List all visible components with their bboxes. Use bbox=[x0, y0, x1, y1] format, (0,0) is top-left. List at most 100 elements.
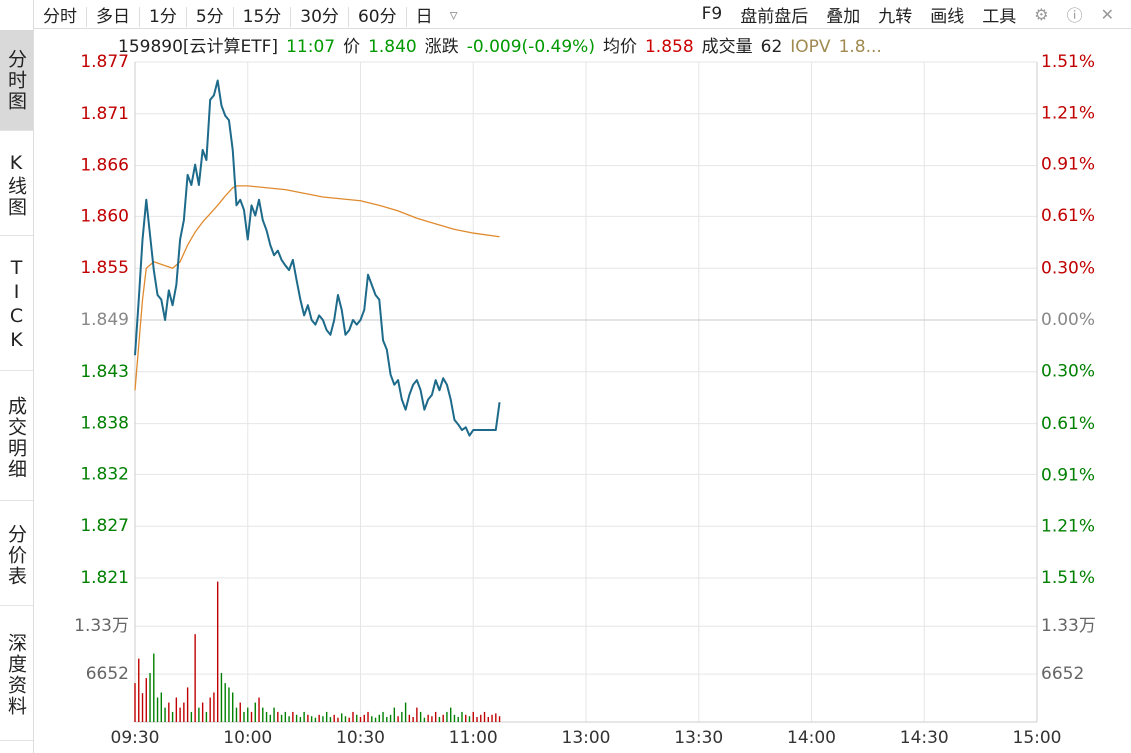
volume-bar bbox=[363, 714, 365, 722]
volume-bar bbox=[168, 702, 170, 722]
volume-bar bbox=[393, 707, 396, 722]
period-tab[interactable]: 60分 bbox=[348, 6, 407, 27]
volume-bar bbox=[472, 711, 474, 722]
price-line bbox=[134, 79, 501, 437]
y-tick-label: 1.838 bbox=[80, 414, 129, 434]
volume-bar bbox=[232, 692, 234, 722]
y-tick-label: 1.860 bbox=[80, 206, 129, 226]
y-tick-label: 1.832 bbox=[80, 464, 129, 484]
period-tab[interactable]: 1分 bbox=[140, 6, 187, 27]
help-icon[interactable]: ⓘ bbox=[1066, 6, 1083, 25]
volume-bar bbox=[277, 711, 279, 722]
volume-bar bbox=[431, 716, 433, 722]
volume-bar bbox=[179, 707, 181, 722]
tool-button[interactable]: 盘前盘后 bbox=[740, 6, 809, 27]
side-tab[interactable]: 深度资料 bbox=[0, 610, 33, 741]
y2-tick-label: 1.51% bbox=[1041, 52, 1095, 72]
info-item: -0.009(-0.49%) bbox=[466, 37, 595, 57]
side-tab[interactable]: K线图 bbox=[0, 135, 33, 236]
volume-bar bbox=[243, 711, 245, 722]
period-tabs: 分时 多日 1分 5分 15分 30分 60分日 bbox=[34, 2, 442, 27]
info-item: 1.858 bbox=[644, 37, 694, 57]
volume-bar bbox=[198, 707, 200, 722]
volume-bar bbox=[153, 653, 155, 722]
volume-bar bbox=[359, 716, 362, 722]
volume-bar bbox=[348, 717, 350, 722]
volume-bar bbox=[213, 692, 215, 722]
tool-button[interactable]: 画线 bbox=[930, 6, 965, 27]
volume-bar bbox=[374, 717, 377, 722]
volume-bar bbox=[235, 707, 238, 722]
volume-bar bbox=[209, 697, 211, 722]
side-tab[interactable]: 分价表 bbox=[0, 505, 33, 606]
volume-bar bbox=[265, 711, 268, 722]
volume-bar bbox=[401, 711, 403, 722]
period-tab[interactable]: 日 bbox=[415, 6, 433, 27]
volume-bar bbox=[404, 702, 407, 722]
volume-bar bbox=[239, 702, 241, 722]
side-tab[interactable]: TICK bbox=[0, 240, 33, 371]
y2-tick-label: 1.21% bbox=[1041, 517, 1095, 537]
volume-bar bbox=[310, 716, 313, 722]
volume-bar bbox=[194, 634, 196, 722]
volume-tick-label: 6652 bbox=[86, 664, 129, 684]
tool-button[interactable]: 九转 bbox=[878, 6, 913, 27]
y2-tick-label: 0.61% bbox=[1041, 206, 1095, 226]
volume-bar bbox=[465, 714, 467, 722]
info-item: 159890[云计算ETF] bbox=[118, 37, 279, 57]
volume-bar bbox=[183, 702, 185, 722]
x-tick-label: 13:30 bbox=[674, 728, 723, 748]
y-tick-label: 1.849 bbox=[80, 310, 129, 330]
volume-bar bbox=[299, 716, 302, 722]
period-tab[interactable]: 5分 bbox=[186, 6, 234, 27]
volume-bar bbox=[307, 714, 309, 722]
volume-bar bbox=[138, 658, 140, 722]
volume-bar bbox=[284, 711, 287, 722]
volume-bar bbox=[292, 711, 294, 722]
info-item: 1.8... bbox=[838, 37, 882, 57]
volume-bar bbox=[262, 707, 264, 722]
volume-bar bbox=[389, 714, 392, 722]
volume-bar bbox=[419, 711, 422, 722]
info-item: IOPV bbox=[790, 37, 831, 57]
x-tick-label: 15:00 bbox=[1013, 728, 1062, 748]
info-item: 11:07 bbox=[286, 37, 336, 57]
volume-bar bbox=[341, 713, 343, 722]
y2-tick-label: 0.61% bbox=[1041, 414, 1095, 434]
y2-tick-label: 1.21% bbox=[1041, 103, 1095, 123]
tool-button[interactable]: F9 bbox=[701, 4, 723, 24]
y-tick-label: 1.827 bbox=[80, 516, 129, 536]
y-tick-label: 1.866 bbox=[80, 156, 129, 176]
volume-bar bbox=[476, 716, 478, 722]
volume-bar bbox=[438, 716, 441, 722]
y2-tick-label: 0.30% bbox=[1041, 259, 1095, 279]
volume-bar bbox=[145, 678, 147, 722]
volume-bar bbox=[258, 697, 260, 722]
sidebar: 分时图 K线图 TICK 成交明细分价表深度资料 bbox=[0, 0, 34, 753]
info-item: 均价 bbox=[602, 37, 637, 57]
volume-bar bbox=[141, 693, 144, 722]
volume-bar bbox=[408, 714, 411, 722]
volume-bar bbox=[295, 714, 298, 722]
volume-bar bbox=[156, 697, 159, 722]
volume-bar bbox=[352, 711, 354, 722]
side-tab[interactable]: 成交明细 bbox=[0, 375, 33, 501]
close-icon[interactable]: ✕ bbox=[1100, 4, 1114, 24]
tool-button[interactable]: 工具 bbox=[982, 6, 1017, 27]
period-tab[interactable]: 分时 bbox=[34, 6, 87, 27]
side-tab[interactable]: 分时图 bbox=[0, 30, 33, 131]
volume-bar bbox=[371, 716, 373, 722]
dropdown-icon[interactable]: ▿ bbox=[449, 4, 458, 24]
volume-bar bbox=[446, 711, 448, 722]
period-tab[interactable]: 多日 bbox=[87, 6, 140, 27]
volume-bar bbox=[149, 673, 151, 722]
settings-icon[interactable]: ⚙ bbox=[1034, 4, 1049, 24]
volume-bar bbox=[386, 716, 388, 722]
tool-button[interactable]: 叠加 bbox=[826, 6, 861, 27]
y2-tick-label: 0.91% bbox=[1041, 465, 1095, 485]
period-tab[interactable]: 15分 bbox=[233, 6, 292, 27]
volume-bar bbox=[228, 687, 230, 722]
volume-bar bbox=[412, 716, 414, 722]
period-tab[interactable]: 30分 bbox=[291, 6, 349, 27]
y-tick-label: 1.855 bbox=[80, 258, 129, 278]
